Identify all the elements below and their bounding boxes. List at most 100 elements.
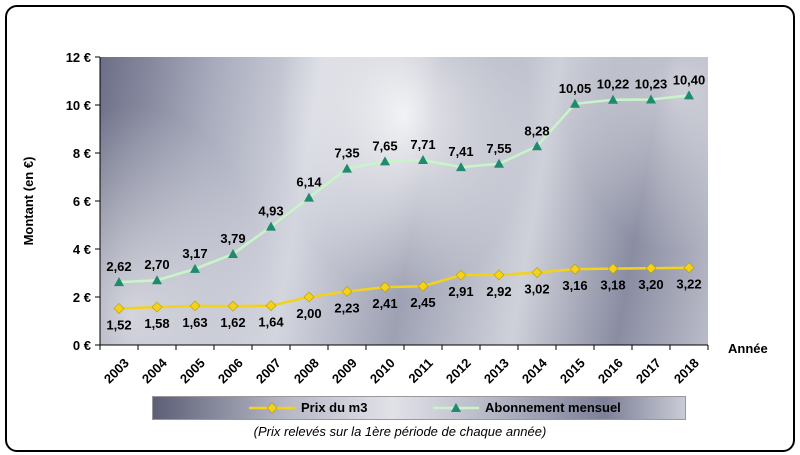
- data-label: 10,23: [635, 76, 668, 91]
- x-tick-label: 2003: [101, 355, 132, 386]
- data-label: 2,23: [334, 300, 359, 315]
- data-label: 3,17: [182, 246, 207, 261]
- x-tick-label: 2011: [405, 355, 436, 386]
- data-label: 1,62: [220, 315, 245, 330]
- data-label: 7,71: [410, 137, 435, 152]
- data-label: 1,64: [258, 315, 284, 330]
- data-label: 10,40: [673, 72, 706, 87]
- data-point: [189, 300, 201, 312]
- data-label: 3,16: [562, 278, 587, 293]
- x-tick-label: 2018: [671, 355, 702, 386]
- data-point: [455, 269, 467, 281]
- series-markers: [113, 90, 695, 314]
- x-tick-label: 2013: [481, 355, 512, 386]
- data-point: [570, 98, 580, 108]
- data-point: [531, 267, 543, 278]
- data-point: [456, 162, 466, 172]
- data-label: 3,79: [220, 231, 245, 246]
- data-label: 3,18: [600, 278, 625, 293]
- data-label: 6,14: [296, 175, 322, 190]
- y-tick-label: 12 €: [66, 50, 91, 65]
- data-label: 2,00: [296, 306, 321, 321]
- data-point: [228, 249, 238, 259]
- x-tick-label: 2009: [329, 355, 360, 386]
- data-label: 2,92: [486, 284, 511, 299]
- data-point: [380, 156, 390, 166]
- legend-marker-prix: [249, 402, 295, 414]
- x-tick-label: 2005: [177, 355, 208, 386]
- data-label: 10,05: [559, 81, 592, 96]
- data-label: 2,41: [372, 296, 397, 311]
- data-point: [532, 141, 542, 151]
- data-label: 2,62: [106, 259, 131, 274]
- data-point: [266, 221, 276, 231]
- x-tick-label: 2006: [215, 355, 246, 386]
- data-label: 1,58: [144, 316, 169, 331]
- data-point: [646, 94, 656, 104]
- x-tick-label: 2012: [443, 355, 474, 386]
- x-tick-label: 2015: [557, 355, 588, 386]
- x-tick-label: 2008: [291, 355, 322, 386]
- y-tick-label: 0 €: [73, 338, 91, 353]
- data-point: [114, 277, 124, 287]
- x-tick-label: 2010: [367, 355, 398, 386]
- data-label: 2,70: [144, 257, 169, 272]
- data-label: 7,55: [486, 141, 511, 156]
- y-tick-label: 6 €: [73, 194, 91, 209]
- data-label: 1,52: [106, 318, 131, 333]
- data-label: 3,22: [676, 277, 701, 292]
- x-tick-label: 2016: [595, 355, 626, 386]
- data-label: 3,20: [638, 277, 663, 292]
- plot-area: [100, 57, 708, 345]
- data-point: [493, 269, 505, 281]
- legend-marker-abonnement: [433, 403, 479, 412]
- data-label: 10,22: [597, 77, 630, 92]
- data-label: 1,63: [182, 315, 207, 330]
- series-line: [118, 266, 690, 310]
- data-labels: 1,52 1,58 1,63 1,62 1,64 2,00 2,23 2,41 2,45 2,91…: [106, 72, 705, 332]
- data-label: 7,41: [448, 144, 473, 159]
- data-label: 7,65: [372, 138, 397, 153]
- data-point: [608, 94, 618, 104]
- data-label: 3,02: [524, 282, 549, 297]
- data-point: [227, 300, 239, 312]
- x-tick-label: 2004: [139, 355, 171, 387]
- x-tick-label: 2007: [253, 355, 284, 386]
- data-point: [151, 301, 163, 313]
- data-point: [418, 154, 428, 164]
- series-line: [118, 94, 690, 284]
- data-point: [417, 280, 429, 292]
- data-label: 4,93: [258, 204, 283, 219]
- data-point: [304, 192, 314, 202]
- x-tick-label: 2014: [519, 355, 551, 387]
- y-tick-label: 4 €: [73, 242, 91, 257]
- legend-label-prix: Prix du m3: [301, 400, 368, 415]
- data-point: [494, 158, 504, 168]
- data-point: [265, 300, 277, 312]
- data-point: [342, 163, 352, 173]
- data-point: [113, 303, 125, 314]
- footnote: (Prix relevés sur la 1ère période de cha…: [253, 424, 547, 439]
- data-label: 8,28: [524, 123, 549, 138]
- data-point: [341, 286, 353, 297]
- y-axis-label: Montant (en €): [21, 157, 36, 246]
- data-point: [190, 263, 200, 273]
- series-lines: [118, 94, 690, 310]
- x-axis-label: Année: [728, 341, 768, 356]
- data-point: [303, 291, 315, 303]
- data-point: [152, 275, 162, 285]
- y-tick-label: 10 €: [66, 98, 91, 113]
- legend-label-abonnement: Abonnement mensuel: [485, 400, 621, 415]
- legend: Prix du m3 Abonnement mensuel: [152, 396, 686, 420]
- data-label: 7,35: [334, 146, 359, 161]
- data-point: [569, 263, 581, 275]
- data-label: 2,91: [448, 284, 473, 299]
- y-tick-label: 8 €: [73, 146, 91, 161]
- x-tick-label: 2017: [633, 355, 664, 386]
- data-point: [645, 262, 657, 274]
- data-point: [683, 262, 695, 274]
- data-label: 2,45: [410, 295, 435, 310]
- data-point: [379, 281, 391, 293]
- y-tick-label: 2 €: [73, 290, 91, 305]
